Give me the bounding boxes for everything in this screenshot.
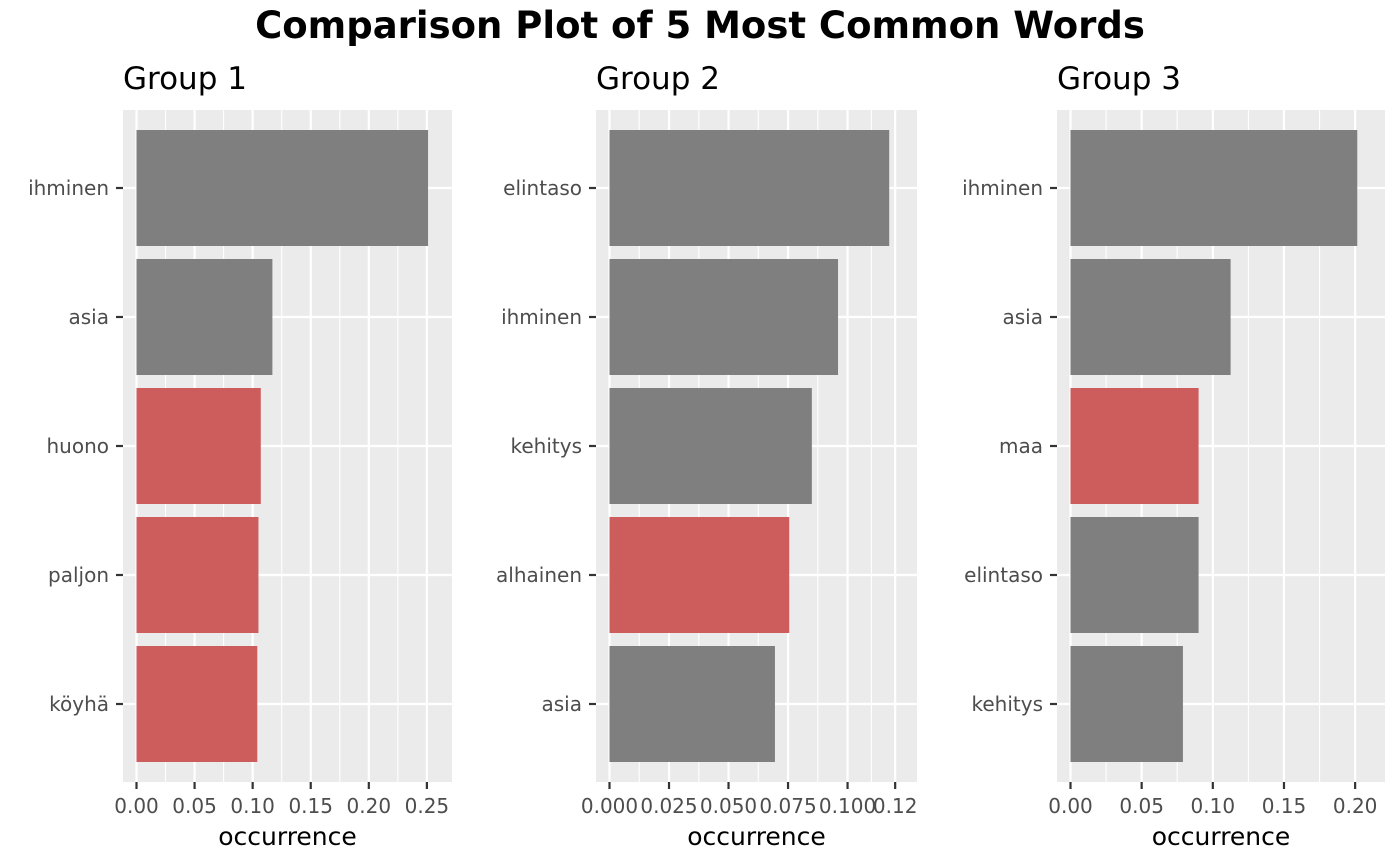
bar-alhainen	[609, 517, 790, 633]
bar-ihminen	[609, 259, 839, 375]
x-tick-label: 0.000	[581, 794, 638, 818]
x-tick-label: 0.00	[1048, 794, 1093, 818]
x-tick-label: 0.050	[700, 794, 757, 818]
bar-asia	[609, 646, 775, 762]
panel-title: Group 2	[596, 61, 720, 97]
bar-maa	[1070, 388, 1199, 504]
y-tick-label: elintaso	[503, 176, 582, 200]
panel-title: Group 1	[123, 61, 247, 97]
y-tick-label: ihminen	[501, 305, 582, 329]
y-tick-label: huono	[47, 434, 110, 458]
chart-title: Comparison Plot of 5 Most Common Words	[255, 4, 1145, 47]
y-tick-label: kehitys	[971, 692, 1043, 716]
x-tick-label: 0.025	[640, 794, 697, 818]
x-tick-label: 0.00	[114, 794, 159, 818]
bar-kehitys	[609, 388, 812, 504]
bar-huono	[136, 388, 261, 504]
bar-elintaso	[1070, 517, 1199, 633]
bar-paljon	[136, 517, 259, 633]
y-tick-label: elintaso	[964, 563, 1043, 587]
x-tick-label: 0.075	[759, 794, 816, 818]
panel-title: Group 3	[1057, 61, 1181, 97]
y-tick-label: alhainen	[496, 563, 582, 587]
x-tick-label: 0.05	[1119, 794, 1164, 818]
x-axis-label: occurrence	[218, 822, 357, 851]
x-tick-label: 0.20	[347, 794, 392, 818]
x-tick-label: 0.100	[819, 794, 876, 818]
bar-kehitys	[1070, 646, 1183, 762]
x-tick-label: 0.10	[1191, 794, 1236, 818]
y-tick-label: ihminen	[28, 176, 109, 200]
panel-group-3: ihminen asia maa elintaso kehitys 0.00 0.05 0.1…	[962, 61, 1385, 851]
x-tick-label: 0.20	[1333, 794, 1378, 818]
panel-group-1: ihminen asia huono paljon köyhä 0.00 0.05 0.10 0…	[28, 61, 452, 851]
x-tick-label: 0.15	[1262, 794, 1307, 818]
y-tick-label: kehitys	[510, 434, 582, 458]
bar-ihminen	[1070, 130, 1358, 246]
y-tick-label: asia	[69, 305, 110, 329]
x-tick-label: 0.05	[172, 794, 217, 818]
y-tick-label: asia	[542, 692, 583, 716]
bar-köyhä	[136, 646, 258, 762]
y-tick-label: köyhä	[49, 692, 109, 716]
x-axis-label: occurrence	[1152, 822, 1291, 851]
x-tick-label: 0.15	[288, 794, 333, 818]
x-tick-label: 0.25	[405, 794, 450, 818]
x-axis-label: occurrence	[687, 822, 826, 851]
y-tick-label: asia	[1003, 305, 1044, 329]
bar-ihminen	[136, 130, 429, 246]
x-tick-label: 0.10	[230, 794, 275, 818]
bar-elintaso	[609, 130, 890, 246]
x-tick-label: 0.12	[873, 794, 918, 818]
bar-asia	[136, 259, 273, 375]
bar-asia	[1070, 259, 1231, 375]
y-tick-label: maa	[999, 434, 1043, 458]
y-tick-label: ihminen	[962, 176, 1043, 200]
y-tick-label: paljon	[48, 563, 109, 587]
